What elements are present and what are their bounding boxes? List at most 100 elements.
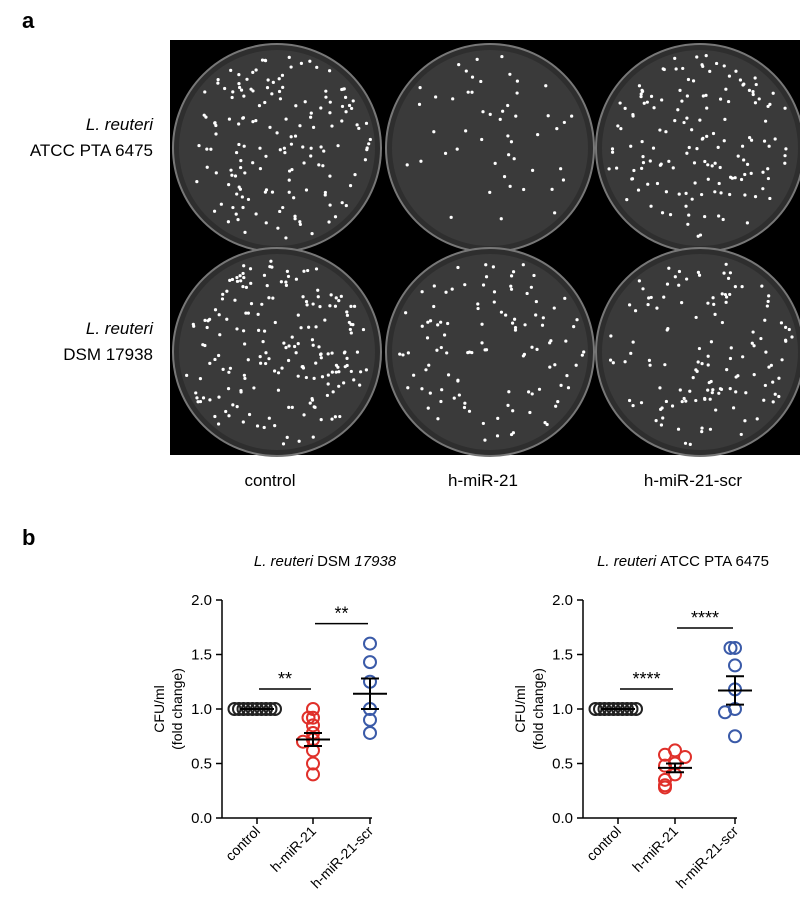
colony xyxy=(724,300,728,304)
colony xyxy=(780,358,784,362)
colony xyxy=(258,167,263,171)
colony xyxy=(328,111,332,115)
colony xyxy=(451,97,455,101)
data-point xyxy=(306,710,320,725)
colony xyxy=(678,388,682,392)
colony xyxy=(700,63,704,67)
colony xyxy=(564,339,568,343)
data-point xyxy=(728,640,742,655)
colony xyxy=(287,190,291,194)
colony xyxy=(652,106,656,110)
colony xyxy=(717,181,721,186)
colony xyxy=(484,275,489,279)
colony xyxy=(561,178,566,182)
colony xyxy=(328,304,332,308)
colony xyxy=(761,187,765,191)
data-point xyxy=(306,718,320,733)
colony xyxy=(316,295,320,299)
colony xyxy=(310,232,314,236)
colony xyxy=(444,290,448,294)
colony xyxy=(233,174,238,178)
colony xyxy=(213,308,218,312)
colony xyxy=(282,341,286,345)
x-tick-label: h-miR-21 xyxy=(267,823,319,875)
x-tick-label: control xyxy=(222,823,263,864)
colony xyxy=(718,97,723,101)
colony xyxy=(506,103,510,108)
colony xyxy=(283,151,287,155)
colony xyxy=(272,369,277,373)
colony xyxy=(202,113,206,117)
colony xyxy=(773,137,777,141)
colony xyxy=(740,144,745,148)
colony xyxy=(303,100,307,104)
colony xyxy=(736,374,740,378)
data-point xyxy=(728,658,742,673)
colony xyxy=(352,378,356,382)
colony xyxy=(523,323,527,327)
colony xyxy=(311,125,316,129)
colony xyxy=(258,146,262,150)
colony xyxy=(695,147,699,151)
colony xyxy=(299,326,303,330)
colony xyxy=(357,126,361,130)
colony xyxy=(667,159,671,163)
data-point xyxy=(363,655,377,670)
colony xyxy=(504,313,508,317)
colony xyxy=(299,61,304,65)
colony xyxy=(677,269,682,274)
colony xyxy=(214,171,218,175)
colony xyxy=(525,291,529,296)
colony xyxy=(749,138,754,142)
colony xyxy=(278,97,283,101)
colony xyxy=(686,77,691,82)
colony xyxy=(724,87,728,91)
colony xyxy=(750,341,754,345)
colony xyxy=(661,67,665,71)
colony xyxy=(763,318,767,322)
colony xyxy=(666,327,670,331)
colony xyxy=(783,338,788,342)
colony xyxy=(690,197,694,201)
colony xyxy=(229,68,233,72)
colony xyxy=(266,78,270,82)
colony xyxy=(690,128,694,132)
colony xyxy=(476,302,480,306)
colony xyxy=(641,161,646,165)
colony xyxy=(511,409,515,413)
colony xyxy=(688,442,692,446)
colony xyxy=(330,370,334,374)
colony xyxy=(751,89,755,94)
colony xyxy=(777,394,781,399)
colony xyxy=(310,398,315,402)
colony xyxy=(506,403,510,407)
colony xyxy=(554,404,558,408)
x-tick-label: h-miR-21-scr xyxy=(673,823,742,892)
colony xyxy=(555,126,559,131)
y-tick-label: 1.5 xyxy=(191,647,212,664)
y-axis-label: (fold change) xyxy=(169,668,185,750)
colony xyxy=(530,345,534,349)
colony xyxy=(296,374,300,378)
colony xyxy=(343,95,348,99)
colony xyxy=(773,392,777,396)
colony xyxy=(309,154,313,158)
colony xyxy=(493,161,497,165)
colony xyxy=(646,182,650,186)
colony xyxy=(316,288,320,292)
colony xyxy=(298,124,302,128)
colony xyxy=(277,89,282,94)
colony xyxy=(730,176,734,180)
colony xyxy=(760,284,764,288)
y-tick-label: 1.0 xyxy=(191,701,212,718)
colony xyxy=(703,159,707,164)
colony xyxy=(290,167,294,172)
colony xyxy=(290,335,294,339)
colony xyxy=(522,352,527,356)
y-tick-label: 1.5 xyxy=(552,647,573,664)
colony xyxy=(522,187,526,192)
data-point xyxy=(301,710,316,725)
colony xyxy=(766,299,770,304)
colony xyxy=(216,422,221,426)
colony xyxy=(696,270,701,274)
